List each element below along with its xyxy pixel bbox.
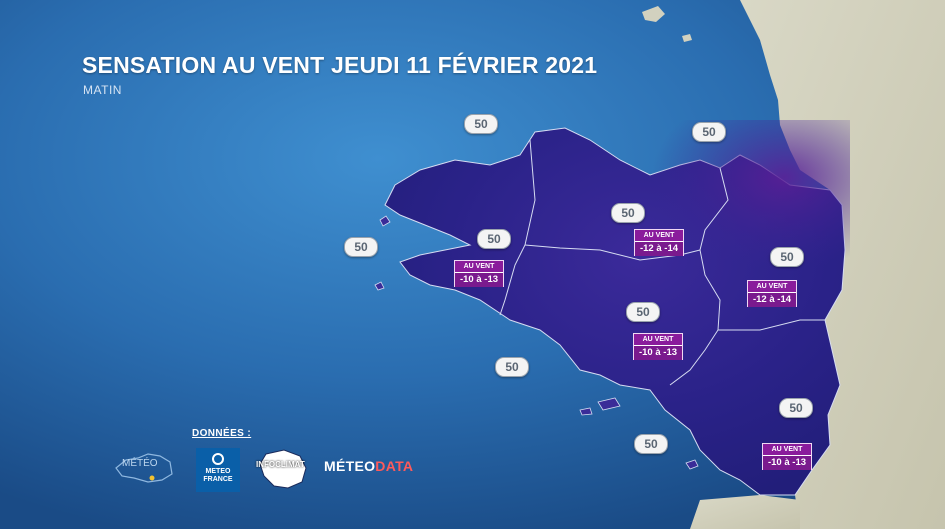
wind-value-pill: 50	[495, 357, 529, 377]
windchill-box: AU VENT -10 à -13	[454, 260, 504, 287]
windchill-label: AU VENT	[748, 281, 796, 292]
windchill-box: AU VENT -10 à -13	[762, 443, 812, 470]
windchill-value: -10 à -13	[763, 455, 811, 470]
wind-value-pill: 50	[464, 114, 498, 134]
windchill-value: -12 à -14	[635, 241, 683, 256]
island-channel-2	[682, 34, 692, 42]
windchill-box: AU VENT -12 à -14	[634, 229, 684, 256]
brittany-outline-icon	[115, 453, 173, 483]
land-southeast	[690, 495, 800, 529]
meteo-france-text: METEO FRANCE	[203, 468, 233, 483]
wind-value-pill: 50	[692, 122, 726, 142]
meteo-france-logo: METEO FRANCE	[196, 448, 240, 492]
wind-value-pill: 50	[344, 237, 378, 257]
wind-value-pill: 50	[477, 229, 511, 249]
wind-value-pill: 50	[626, 302, 660, 322]
infoclimat-text: INFOCLIMAT	[256, 460, 305, 469]
windchill-box: AU VENT -10 à -13	[633, 333, 683, 360]
windchill-label: AU VENT	[635, 230, 683, 241]
windchill-value: -12 à -14	[748, 292, 796, 307]
infoclimat-logo: INFOCLIMAT	[256, 446, 314, 492]
wind-value-pill: 50	[770, 247, 804, 267]
wind-value-pill: 50	[634, 434, 668, 454]
windchill-label: AU VENT	[763, 444, 811, 455]
meteo-bretagne-text: MÉTÉO	[122, 458, 158, 469]
windchill-value: -10 à -13	[634, 345, 682, 360]
windchill-value: -10 à -13	[455, 272, 503, 287]
meteodata-text-b: DATA	[375, 458, 414, 474]
meteo-france-icon	[212, 453, 224, 465]
windchill-box: AU VENT -12 à -14	[747, 280, 797, 307]
meteodata-logo: MÉTEODATA	[324, 458, 413, 474]
data-sources-label: DONNÉES :	[192, 428, 252, 439]
island-channel	[642, 6, 665, 22]
meteodata-text-a: MÉTEO	[324, 458, 376, 474]
windchill-label: AU VENT	[634, 334, 682, 345]
windchill-label: AU VENT	[455, 261, 503, 272]
map-subtitle: MATIN	[83, 83, 122, 97]
meteo-bretagne-logo: MÉTÉO	[112, 446, 176, 488]
france-map-icon	[259, 449, 307, 489]
map-title: SENSATION AU VENT JEUDI 11 FÉVRIER 2021	[82, 52, 598, 78]
wind-value-pill: 50	[611, 203, 645, 223]
wind-value-pill: 50	[779, 398, 813, 418]
